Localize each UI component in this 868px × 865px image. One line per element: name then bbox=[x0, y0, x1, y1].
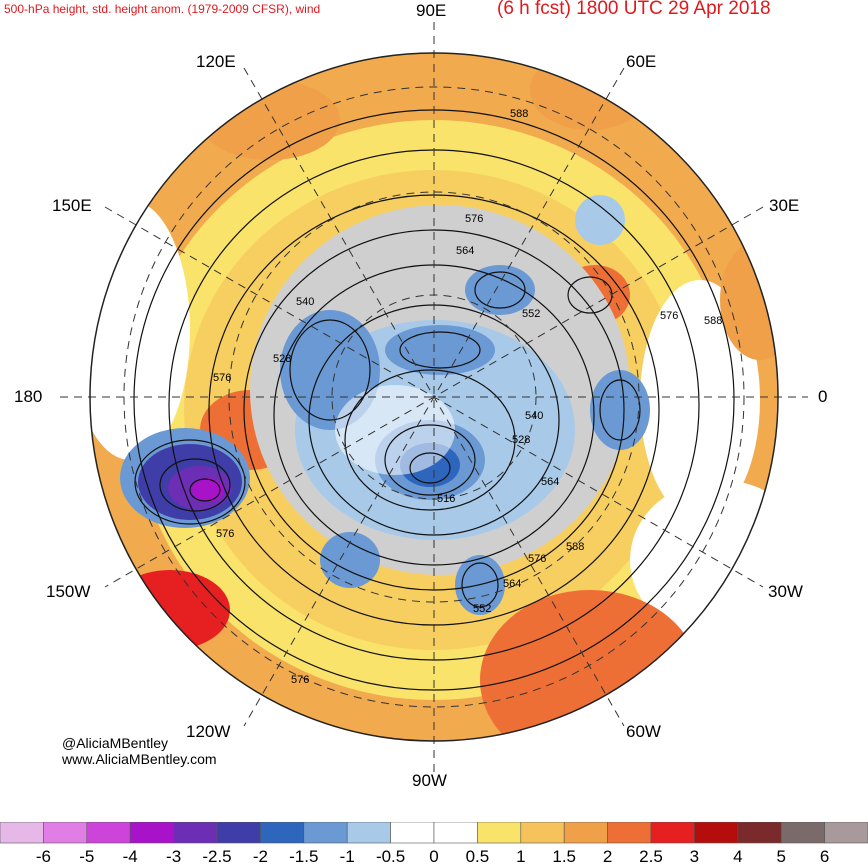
contour-label-group: 588 576 564 540 552 528 576 576 576 540 … bbox=[213, 108, 722, 686]
longitude-label-60e: 60E bbox=[626, 52, 657, 71]
colorbar-tick-label: 2 bbox=[603, 847, 612, 865]
colorbar-swatch bbox=[563, 822, 608, 844]
contour-label: 576 bbox=[213, 372, 231, 384]
colorbar-swatch bbox=[477, 822, 522, 844]
contour-label: 552 bbox=[522, 308, 540, 320]
colorbar-swatch bbox=[520, 822, 565, 844]
credit-website: www.AliciaMBentley.com bbox=[62, 751, 217, 767]
credit-block: @AliciaMBentley www.AliciaMBentley.com bbox=[62, 735, 217, 767]
contour-label: 516 bbox=[437, 493, 455, 505]
colorbar-swatch bbox=[303, 822, 348, 844]
colorbar-tick-label: -3 bbox=[166, 847, 181, 865]
longitude-label-90e: 90E bbox=[416, 1, 447, 20]
contour-label: 552 bbox=[473, 603, 491, 615]
colorbar-tick-label: 3 bbox=[690, 847, 699, 865]
colorbar-swatch bbox=[86, 822, 131, 844]
longitude-label-180: 180 bbox=[14, 387, 43, 406]
colorbar-tick-label: 0 bbox=[429, 847, 438, 865]
contour-label: 576 bbox=[465, 213, 483, 225]
colorbar-swatch bbox=[650, 822, 695, 844]
longitude-label-150w: 150W bbox=[46, 582, 91, 601]
colorbar-swatch bbox=[694, 822, 739, 844]
contour-label: 576 bbox=[216, 528, 234, 540]
longitude-label-0: 0 bbox=[818, 387, 828, 406]
colorbar-tick-label: -6 bbox=[36, 847, 51, 865]
colorbar-swatch bbox=[433, 822, 478, 844]
colorbar-tick-label: 1 bbox=[516, 847, 525, 865]
colorbar-swatch bbox=[173, 822, 218, 844]
contour-label: 576 bbox=[291, 674, 309, 686]
map-title: 500-hPa height, std. height anom. (1979-… bbox=[4, 2, 321, 16]
contour-label: 588 bbox=[704, 315, 722, 327]
colorbar-swatch bbox=[390, 822, 435, 844]
longitude-label-120e: 120E bbox=[196, 52, 236, 71]
colorbar-swatch bbox=[216, 822, 261, 844]
colorbar-tick-label: 5 bbox=[776, 847, 785, 865]
contour-label: 576 bbox=[660, 310, 678, 322]
longitude-label-90w: 90W bbox=[412, 771, 447, 790]
colorbar-swatch bbox=[129, 822, 174, 844]
colorbar-tick-label: -0.5 bbox=[376, 847, 405, 865]
graticule bbox=[60, 22, 808, 772]
longitude-label-120w: 120W bbox=[186, 722, 231, 741]
contour-label: 528 bbox=[273, 353, 291, 365]
colorbar-swatch bbox=[43, 822, 88, 844]
colorbar-swatch bbox=[0, 822, 44, 844]
longitude-label-30e: 30E bbox=[769, 196, 800, 215]
colorbar-swatch bbox=[824, 822, 868, 844]
contour-label: 540 bbox=[525, 410, 543, 422]
colorbar-tick-label: 0.5 bbox=[466, 847, 490, 865]
colorbar-tick-label: 2.5 bbox=[639, 847, 663, 865]
contour-label: 564 bbox=[541, 476, 559, 488]
contour-label: 564 bbox=[456, 245, 474, 257]
longitude-label-30w: 30W bbox=[768, 582, 803, 601]
contour-label: 576 bbox=[528, 553, 546, 565]
colorbar-tick-label: -1.5 bbox=[289, 847, 318, 865]
colorbar-tick-label: -2.5 bbox=[202, 847, 231, 865]
colorbar-swatch bbox=[260, 822, 305, 844]
colorbar-tick-label: -2 bbox=[253, 847, 268, 865]
globe-edge bbox=[89, 52, 779, 742]
colorbar-swatch bbox=[607, 822, 652, 844]
longitude-label-150e: 150E bbox=[52, 196, 92, 215]
longitude-label-60w: 60W bbox=[626, 722, 661, 741]
colorbar-tick-label: 1.5 bbox=[552, 847, 576, 865]
contour-label: 588 bbox=[510, 108, 528, 120]
contour-label: 564 bbox=[503, 578, 521, 590]
colorbar-tick-label: 6 bbox=[820, 847, 829, 865]
colorbar-swatch bbox=[737, 822, 782, 844]
colorbar-swatch bbox=[780, 822, 825, 844]
contour-label: 540 bbox=[296, 296, 314, 308]
contour-label: 588 bbox=[566, 541, 584, 553]
credit-handle: @AliciaMBentley bbox=[62, 735, 169, 751]
colorbar-tick-label: 4 bbox=[733, 847, 742, 865]
colorbar: -6 -5 -4 -3 -2.5 -2 -1.5 -1 -0.5 0 0.5 1 1.5 2 2.5 3 4 5 6 bbox=[0, 822, 868, 865]
polar-stereographic-map: 588 576 564 540 552 528 576 576 576 540 … bbox=[60, 22, 808, 772]
colorbar-tick-label: -4 bbox=[123, 847, 138, 865]
colorbar-swatch bbox=[346, 822, 391, 844]
forecast-time-title: (6 h fcst) 1800 UTC 29 Apr 2018 bbox=[497, 0, 771, 19]
contour-label: 528 bbox=[512, 434, 530, 446]
colorbar-tick-label: -1 bbox=[340, 847, 355, 865]
colorbar-tick-label: -5 bbox=[79, 847, 94, 865]
